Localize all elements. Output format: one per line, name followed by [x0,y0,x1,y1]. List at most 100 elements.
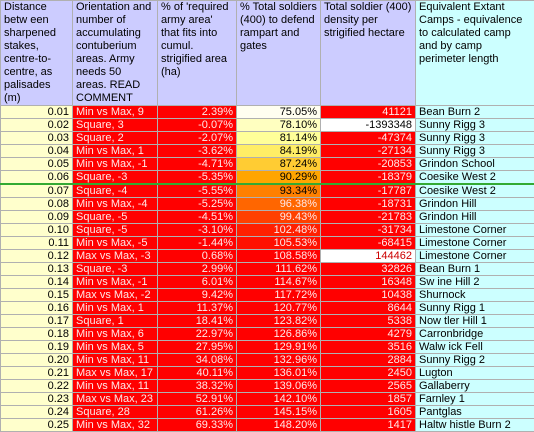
cell: Shurnock [416,289,534,302]
cell: -1393348 [321,119,416,132]
cell: Grindon Hill [416,198,534,211]
cell: 0.19 [1,341,73,354]
cell: -3.10% [158,224,237,237]
cell: Square, 1 [73,315,158,328]
cell: Sw ine Hill 2 [416,276,534,289]
cell: 0.68% [158,250,237,263]
cell: 111.62% [237,263,321,276]
cell: 0.15 [1,289,73,302]
cell: 78.10% [237,119,321,132]
cell: 126.86% [237,328,321,341]
cell: Square, -3 [73,171,158,185]
cell: 34.08% [158,354,237,367]
cell: 2565 [321,380,416,393]
cell: Square, -5 [73,224,158,237]
cell: 22.97% [158,328,237,341]
header-cell: Orientation and number of accumulating c… [73,1,158,106]
cell: 132.96% [237,354,321,367]
cell: 96.38% [237,198,321,211]
cell: Sunny Rigg 3 [416,145,534,158]
cell: 136.01% [237,367,321,380]
cell: 10438 [321,289,416,302]
cell: Bean Burn 2 [416,106,534,119]
cell: 2884 [321,354,416,367]
cell: Now tler Hill 1 [416,315,534,328]
cell: 16348 [321,276,416,289]
cell: 0.12 [1,250,73,263]
cell: Square, -4 [73,184,158,198]
header-cell: Equivalent Extant Camps - equivalence to… [416,1,534,106]
cell: Min vs Max, -1 [73,276,158,289]
cell: 1857 [321,393,416,406]
cell: Min vs Max, 32 [73,419,158,432]
cell: -1.44% [158,237,237,250]
cell: 2.99% [158,263,237,276]
cell: 75.05% [237,106,321,119]
cell: Sunny Rigg 1 [416,302,534,315]
cell: Limestone Corner [416,224,534,237]
cell: Sunny Rigg 3 [416,132,534,145]
cell: 2.39% [158,106,237,119]
cell: -20853 [321,158,416,171]
cell: Walw ick Fell [416,341,534,354]
cell: 139.06% [237,380,321,393]
cell: 81.14% [237,132,321,145]
cell: Min vs Max, 5 [73,341,158,354]
cell: -31734 [321,224,416,237]
cell: 0.21 [1,367,73,380]
cell: 0.20 [1,354,73,367]
cell: Lugton [416,367,534,380]
cell: -17787 [321,184,416,198]
cell: 117.72% [237,289,321,302]
cell: 6.01% [158,276,237,289]
cell: Min vs Max, 1 [73,145,158,158]
cell: -5.55% [158,184,237,198]
cell: 1605 [321,406,416,419]
cell: Pantglas [416,406,534,419]
cell: 144462 [321,250,416,263]
cell: Max vs Max, -2 [73,289,158,302]
cell: Max vs Max, 17 [73,367,158,380]
cell: 0.17 [1,315,73,328]
cell: Haltw histle Burn 2 [416,419,534,432]
cell: 3516 [321,341,416,354]
cell: -27134 [321,145,416,158]
cell: Coesike West 2 [416,171,534,185]
header-cell: Total soldier (400) density per strigifi… [321,1,416,106]
cell: Gallaberry [416,380,534,393]
cell: Limestone Corner [416,237,534,250]
cell: 93.34% [237,184,321,198]
cell: Square, 3 [73,119,158,132]
cell: 0.14 [1,276,73,289]
cell: 0.01 [1,106,73,119]
cell: 0.09 [1,211,73,224]
cell: Sunny Rigg 2 [416,354,534,367]
cell: Limestone Corner [416,250,534,263]
cell: 87.24% [237,158,321,171]
cell: 90.29% [237,171,321,185]
cell: 0.13 [1,263,73,276]
cell: Coesike West 2 [416,184,534,198]
cell: 0.06 [1,171,73,185]
cell: 99.43% [237,211,321,224]
cell: 0.08 [1,198,73,211]
cell: 0.24 [1,406,73,419]
cell: Square, 2 [73,132,158,145]
page: Distance betw een sharpened stakes, cent… [0,0,534,418]
